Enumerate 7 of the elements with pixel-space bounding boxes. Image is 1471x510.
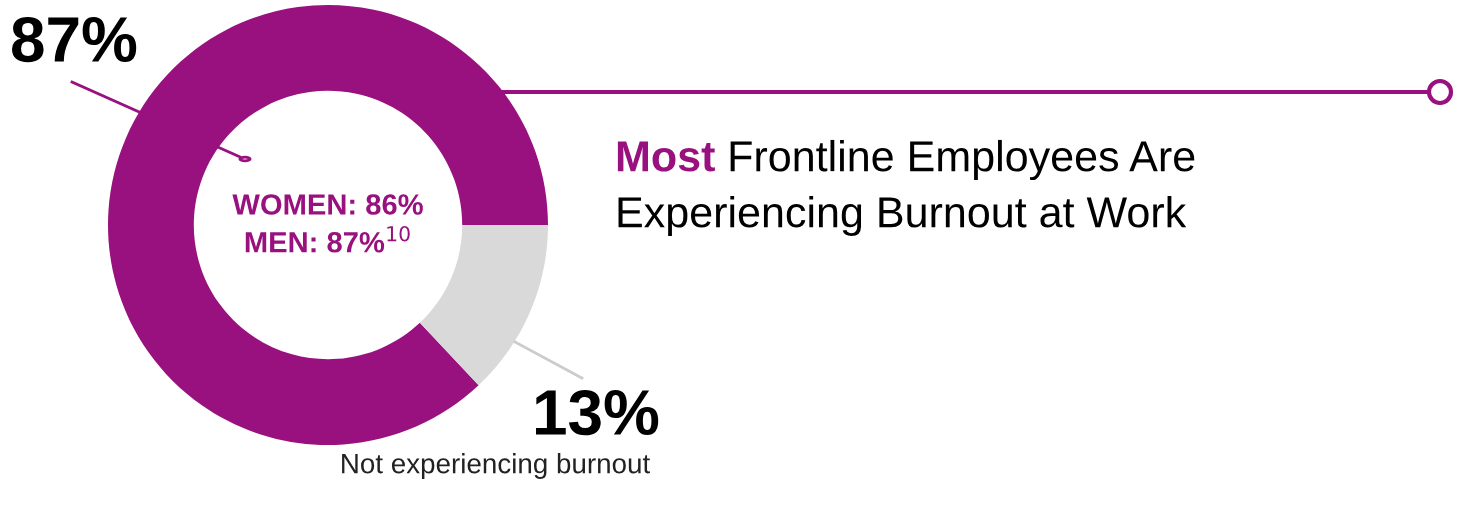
text: Most Frontline Employees Are Experiencing Burnout at Work <box>617 139 1195 237</box>
text: WOMEN: 86% <box>232 194 423 215</box>
data-label: 87% <box>12 16 137 63</box>
slice-label: Not experiencing burnout <box>342 453 650 479</box>
donut-slice <box>419 225 548 386</box>
data-label: 13% <box>536 389 659 436</box>
text: MEN: 87%$^{10}$ <box>245 226 410 253</box>
